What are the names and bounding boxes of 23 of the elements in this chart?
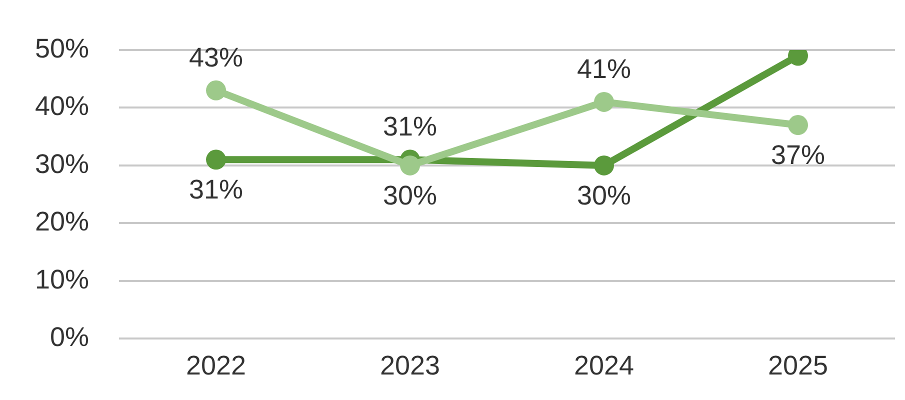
y-tick-label: 0% [50,322,90,352]
y-tick-label: 10% [34,264,90,294]
y-tick-label: 30% [34,148,90,179]
point [206,150,226,170]
data-label: 41% [576,54,632,84]
point [206,80,226,100]
y-tick-label: 50% [34,33,90,64]
x-tick-label: 2023 [380,350,440,380]
data-label: 31% [383,112,438,142]
point [594,155,614,176]
data-label: 30% [383,180,438,210]
point [400,155,420,176]
data-label: 30% [576,180,632,210]
data-label: 43% [189,42,244,72]
data-label: 31% [189,174,244,205]
x-tick-label: 2022 [186,350,246,380]
y-tick-label: 20% [34,206,90,237]
x-tick-label: 2025 [768,350,828,380]
y-tick-label: 40% [34,91,90,122]
point [788,115,808,136]
point [594,92,614,112]
data-label: 37% [770,140,826,170]
x-tick-label: 2024 [574,350,634,380]
